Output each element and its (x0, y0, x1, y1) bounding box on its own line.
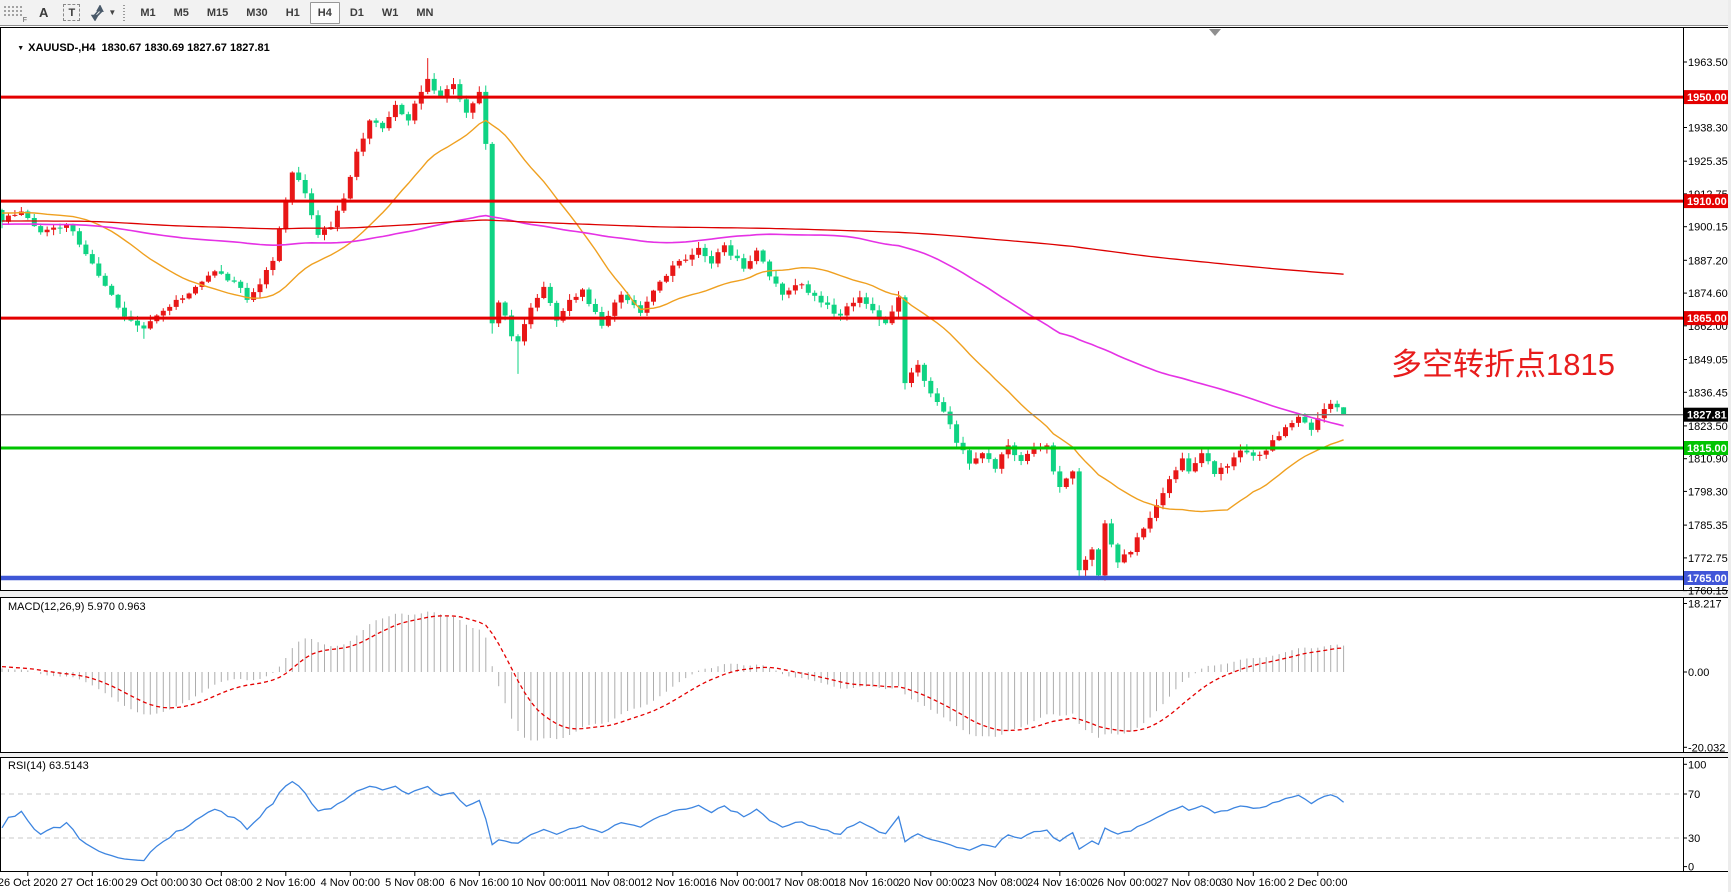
macd-axis: 18.217 0.00 -20.032 (1683, 599, 1725, 754)
time-tick-label: 11 Nov 08:00 (576, 877, 641, 889)
time-tick-label: 26 Oct 2020 (0, 877, 58, 889)
rsi-axis: 100 70 30 0 (1683, 759, 1706, 874)
price-tick-label: 1849.05 (1688, 355, 1728, 367)
grip-f-label: F (22, 16, 27, 24)
price-badge (1684, 571, 1729, 585)
toolbar-separator (123, 4, 126, 21)
tf-button-mn[interactable]: MN (416, 6, 434, 19)
price-badge (1684, 407, 1729, 422)
tf-button-m1[interactable]: M1 (140, 6, 156, 19)
price-tick-label: 1772.75 (1688, 553, 1728, 565)
price-tick-label: 1836.45 (1688, 387, 1728, 399)
time-tick-label: 29 Oct 00:00 (125, 877, 188, 889)
chevron-down-icon: ▼ (108, 8, 117, 17)
price-tick-label: 1810.90 (1688, 454, 1728, 466)
fast-ma (1, 119, 1344, 513)
price-tick-label: 1963.50 (1688, 57, 1728, 69)
rsi-line (1, 780, 1345, 862)
toolbar-grip-icon[interactable]: F (3, 4, 27, 24)
price-tick-label: 1760.15 (1688, 586, 1728, 598)
rsi-tick-label: 70 (1688, 789, 1700, 801)
rsi-tick-label: 100 (1688, 759, 1706, 771)
price-tick-label: 1823.50 (1688, 421, 1728, 433)
time-axis: 26 Oct 2020 27 Oct 16:00 29 Oct 00:00 30 Oc… (0, 872, 1347, 889)
macd-tick-label: 18.217 (1688, 599, 1722, 611)
chart-title: ▼ XAUUSD-,H4 1830.67 1830.69 1827.67 1827… (5, 30, 270, 66)
time-tick-label: 20 Nov 00:00 (898, 877, 963, 889)
time-tick-label: 12 Nov 16:00 (640, 877, 705, 889)
time-tick-label: 30 Nov 16:00 (1221, 877, 1286, 889)
time-tick-label: 30 Oct 08:00 (190, 877, 253, 889)
tf-button-h1[interactable]: H1 (285, 6, 300, 19)
rsi-tick-label: 0 (1688, 862, 1694, 874)
svg-text:1950.00: 1950.00 (1687, 92, 1727, 104)
macd-tick-label: 0.00 (1688, 667, 1709, 679)
time-tick-label: 23 Nov 08:00 (963, 877, 1028, 889)
rsi-panel-content (1, 780, 1682, 862)
price-badge (1684, 90, 1729, 105)
time-tick-label: 17 Nov 08:00 (769, 877, 834, 889)
time-tick-label: 4 Nov 00:00 (321, 877, 380, 889)
symbol-collapse-icon[interactable]: ▼ (17, 45, 25, 52)
window-edge (1728, 0, 1731, 892)
toolbar: F A T ▼ M1 M5 M15 M30 H1 H4 D1 W1 MN (0, 0, 1731, 26)
price-tick-label: 1925.35 (1688, 156, 1728, 168)
price-badge (1684, 311, 1729, 326)
time-tick-label: 26 Nov 00:00 (1092, 877, 1157, 889)
level-lines-layer (0, 95, 1683, 581)
macd-signal-line (1, 615, 1344, 732)
svg-text:1865.00: 1865.00 (1687, 313, 1727, 325)
arrows-style-button[interactable]: ▼ (89, 3, 116, 23)
price-tick-label: 1798.30 (1688, 486, 1728, 498)
text-label-tool-button[interactable]: T (63, 4, 81, 21)
ma-lines-layer (1, 119, 1344, 513)
svg-text:1827.81: 1827.81 (1687, 410, 1727, 422)
time-tick-label: 2 Dec 00:00 (1288, 877, 1347, 889)
tf-button-w1[interactable]: W1 (381, 6, 399, 19)
price-badge (1684, 194, 1729, 209)
price-tick-label: 1874.60 (1688, 288, 1728, 300)
shift-marker-icon (1209, 29, 1221, 36)
macd-histogram (1, 611, 1345, 741)
time-tick-label: 24 Nov 16:00 (1027, 877, 1092, 889)
time-tick-label: 18 Nov 16:00 (834, 877, 899, 889)
price-tick-label: 1900.15 (1688, 222, 1728, 234)
timeframe-buttons: M1 M5 M15 M30 H1 H4 D1 W1 MN (131, 1, 442, 24)
svg-text:1815.00: 1815.00 (1687, 443, 1727, 455)
time-tick-label: 2 Nov 16:00 (256, 877, 315, 889)
text-tool-button[interactable]: A (39, 5, 49, 20)
tf-button-h4[interactable]: H4 (309, 1, 340, 24)
tf-button-m15[interactable]: M15 (206, 6, 229, 19)
svg-text:1910.00: 1910.00 (1687, 196, 1727, 208)
tf-button-m5[interactable]: M5 (173, 6, 189, 19)
mid-ma (2, 214, 1344, 427)
rsi-indicator-label: RSI(14) 63.5143 (8, 760, 89, 772)
price-tick-label: 1938.30 (1688, 123, 1728, 135)
time-tick-label: 16 Nov 00:00 (705, 877, 770, 889)
rsi-tick-label: 30 (1688, 833, 1700, 845)
arrows-icon (91, 4, 105, 21)
price-badge (1684, 441, 1729, 455)
time-tick-label: 10 Nov 00:00 (511, 877, 576, 889)
price-axis: 1963.501938.301925.351912.751900.151887.… (1683, 57, 1729, 598)
time-tick-label: 6 Nov 16:00 (450, 877, 509, 889)
tf-button-m30[interactable]: M30 (246, 6, 268, 19)
time-tick-label: 5 Nov 08:00 (385, 877, 444, 889)
tf-button-d1[interactable]: D1 (349, 6, 364, 19)
panel-frames (0, 27, 1731, 872)
macd-tick-label: -20.032 (1688, 742, 1725, 754)
candles-layer (1, 58, 1347, 581)
slow-ma (2, 219, 1344, 275)
time-tick-label: 27 Oct 16:00 (61, 877, 124, 889)
svg-text:1765.00: 1765.00 (1687, 573, 1727, 585)
chart-title-text: XAUUSD-,H4 1830.67 1830.69 1827.67 1827.… (28, 42, 270, 54)
price-tick-label: 1887.20 (1688, 255, 1728, 267)
price-tick-label: 1785.35 (1688, 520, 1728, 532)
dot-grid-icon (4, 5, 22, 16)
annotation-text[interactable]: 多空转折点1815 (1391, 347, 1615, 382)
macd-indicator-label: MACD(12,26,9) 5.970 0.963 (8, 601, 146, 613)
time-tick-label: 27 Nov 08:00 (1156, 877, 1221, 889)
